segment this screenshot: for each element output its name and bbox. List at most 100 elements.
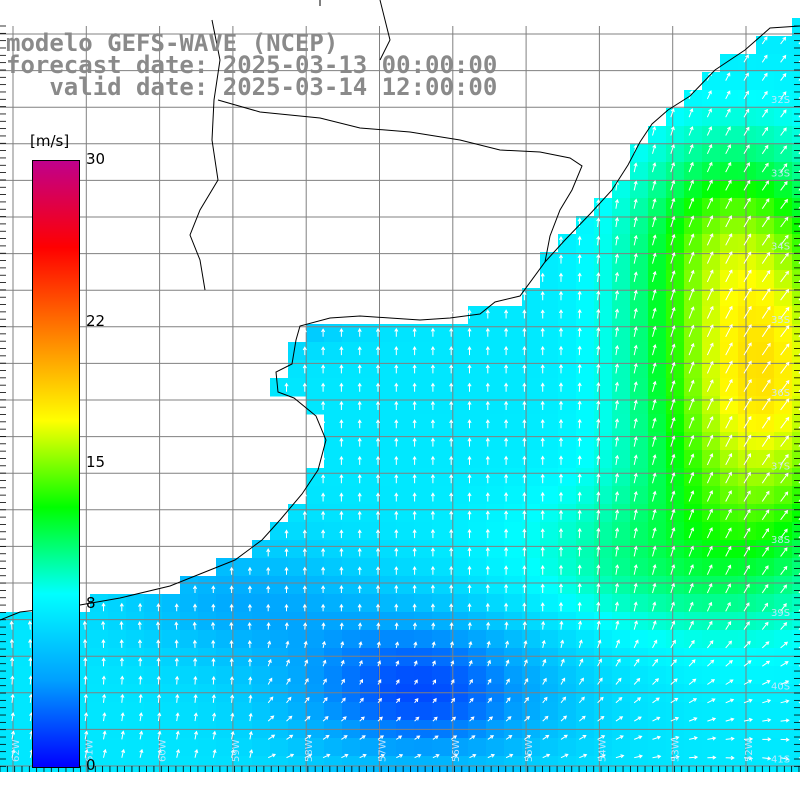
wind-arrow <box>468 659 473 667</box>
wind-arrow <box>504 583 509 593</box>
wind-speed-cell <box>216 558 235 577</box>
wind-arrow <box>578 715 586 722</box>
wind-speed-cell <box>648 288 667 307</box>
wind-arrow <box>633 677 641 685</box>
wind-speed-cell <box>144 594 163 613</box>
wind-speed-cell <box>450 522 469 541</box>
wind-speed-cell <box>666 216 685 235</box>
wind-arrow <box>743 305 752 319</box>
wind-speed-cell <box>252 630 271 649</box>
latitude-label: 39S <box>771 608 790 619</box>
wind-speed-cell <box>792 18 800 37</box>
colorbar-tick-label: 30 <box>86 150 106 168</box>
wind-speed-cell <box>0 630 19 649</box>
wind-speed-cell <box>738 504 757 523</box>
wind-speed-cell <box>702 666 721 685</box>
wind-speed-cell <box>468 522 487 541</box>
wind-arrow <box>614 601 619 612</box>
colorbar-tick-label: 15 <box>86 453 106 471</box>
wind-arrow <box>267 640 272 649</box>
wind-arrow <box>522 290 527 301</box>
wind-speed-cell <box>702 360 721 379</box>
wind-arrow <box>357 622 363 630</box>
wind-arrow <box>761 306 771 319</box>
wind-arrow <box>615 545 620 557</box>
wind-speed-cell <box>396 540 415 559</box>
wind-arrow <box>577 382 582 392</box>
wind-arrow <box>266 621 271 630</box>
wind-speed-cell <box>720 252 739 271</box>
wind-arrow <box>761 90 768 100</box>
wind-arrow <box>652 472 657 484</box>
wind-arrow <box>725 305 733 319</box>
wind-arrow <box>615 716 624 722</box>
wind-arrow <box>467 565 472 575</box>
wind-speed-cell <box>594 396 613 415</box>
wind-arrow <box>633 344 638 356</box>
wind-speed-cell <box>720 666 739 685</box>
wind-speed-cell <box>666 360 685 379</box>
wind-speed-cell <box>540 450 559 469</box>
wind-arrow <box>467 400 472 410</box>
wind-speed-cell <box>792 72 800 91</box>
wind-arrow <box>194 748 199 758</box>
wind-arrow <box>230 730 235 740</box>
wind-arrow <box>743 126 750 136</box>
wind-speed-cell <box>594 450 613 469</box>
wind-speed-cell <box>360 576 379 595</box>
wind-speed-cell <box>576 378 595 397</box>
wind-arrow <box>504 528 509 539</box>
wind-speed-cell <box>450 468 469 487</box>
wind-speed-cell <box>756 180 775 199</box>
wind-arrow <box>577 437 582 447</box>
wind-arrow <box>449 641 454 649</box>
wind-arrow <box>394 327 399 337</box>
wind-speed-cell <box>432 360 451 379</box>
wind-arrow <box>485 455 490 465</box>
wind-arrow <box>558 272 564 282</box>
wind-speed-cell <box>612 378 631 397</box>
wind-speed-cell <box>594 216 613 235</box>
wind-speed-cell <box>504 612 523 631</box>
wind-speed-cell <box>774 54 793 73</box>
wind-speed-cell <box>90 648 109 667</box>
wind-speed-cell <box>144 666 163 685</box>
wind-speed-cell <box>108 648 127 667</box>
wind-speed-cell <box>378 432 397 451</box>
wind-arrow <box>487 678 492 685</box>
wind-speed-cell <box>612 432 631 451</box>
wind-speed-cell <box>666 342 685 361</box>
wind-speed-cell <box>306 378 325 397</box>
wind-speed-cell <box>522 756 541 772</box>
wind-arrow <box>670 143 675 154</box>
wind-speed-cell <box>288 576 307 595</box>
wind-arrow <box>485 346 490 356</box>
wind-speed-cell <box>468 612 487 631</box>
wind-speed-cell <box>288 342 307 361</box>
wind-speed-cell <box>414 396 433 415</box>
wind-speed-cell <box>774 648 793 667</box>
wind-speed-cell <box>324 486 343 505</box>
wind-arrow <box>633 216 638 228</box>
wind-speed-cell <box>738 324 757 343</box>
wind-arrow <box>375 345 381 356</box>
wind-arrow <box>412 473 417 484</box>
wind-arrow <box>504 510 509 520</box>
wind-arrow <box>743 717 753 722</box>
wind-arrow <box>761 490 770 502</box>
wind-speed-cell <box>576 522 595 541</box>
wind-arrow <box>375 327 381 337</box>
wind-arrow <box>780 584 787 594</box>
wind-arrow <box>597 677 603 685</box>
wind-arrow <box>614 217 619 228</box>
wind-arrow <box>558 601 564 612</box>
wind-speed-cell <box>666 108 685 127</box>
wind-speed-cell <box>468 630 487 649</box>
wind-speed-cell <box>666 666 685 685</box>
wind-speed-cell <box>594 612 613 631</box>
wind-speed-cell <box>486 468 505 487</box>
wind-arrow <box>210 621 216 630</box>
wind-speed-cell <box>738 360 757 379</box>
wind-arrow <box>743 736 754 742</box>
wind-arrow <box>302 382 307 392</box>
